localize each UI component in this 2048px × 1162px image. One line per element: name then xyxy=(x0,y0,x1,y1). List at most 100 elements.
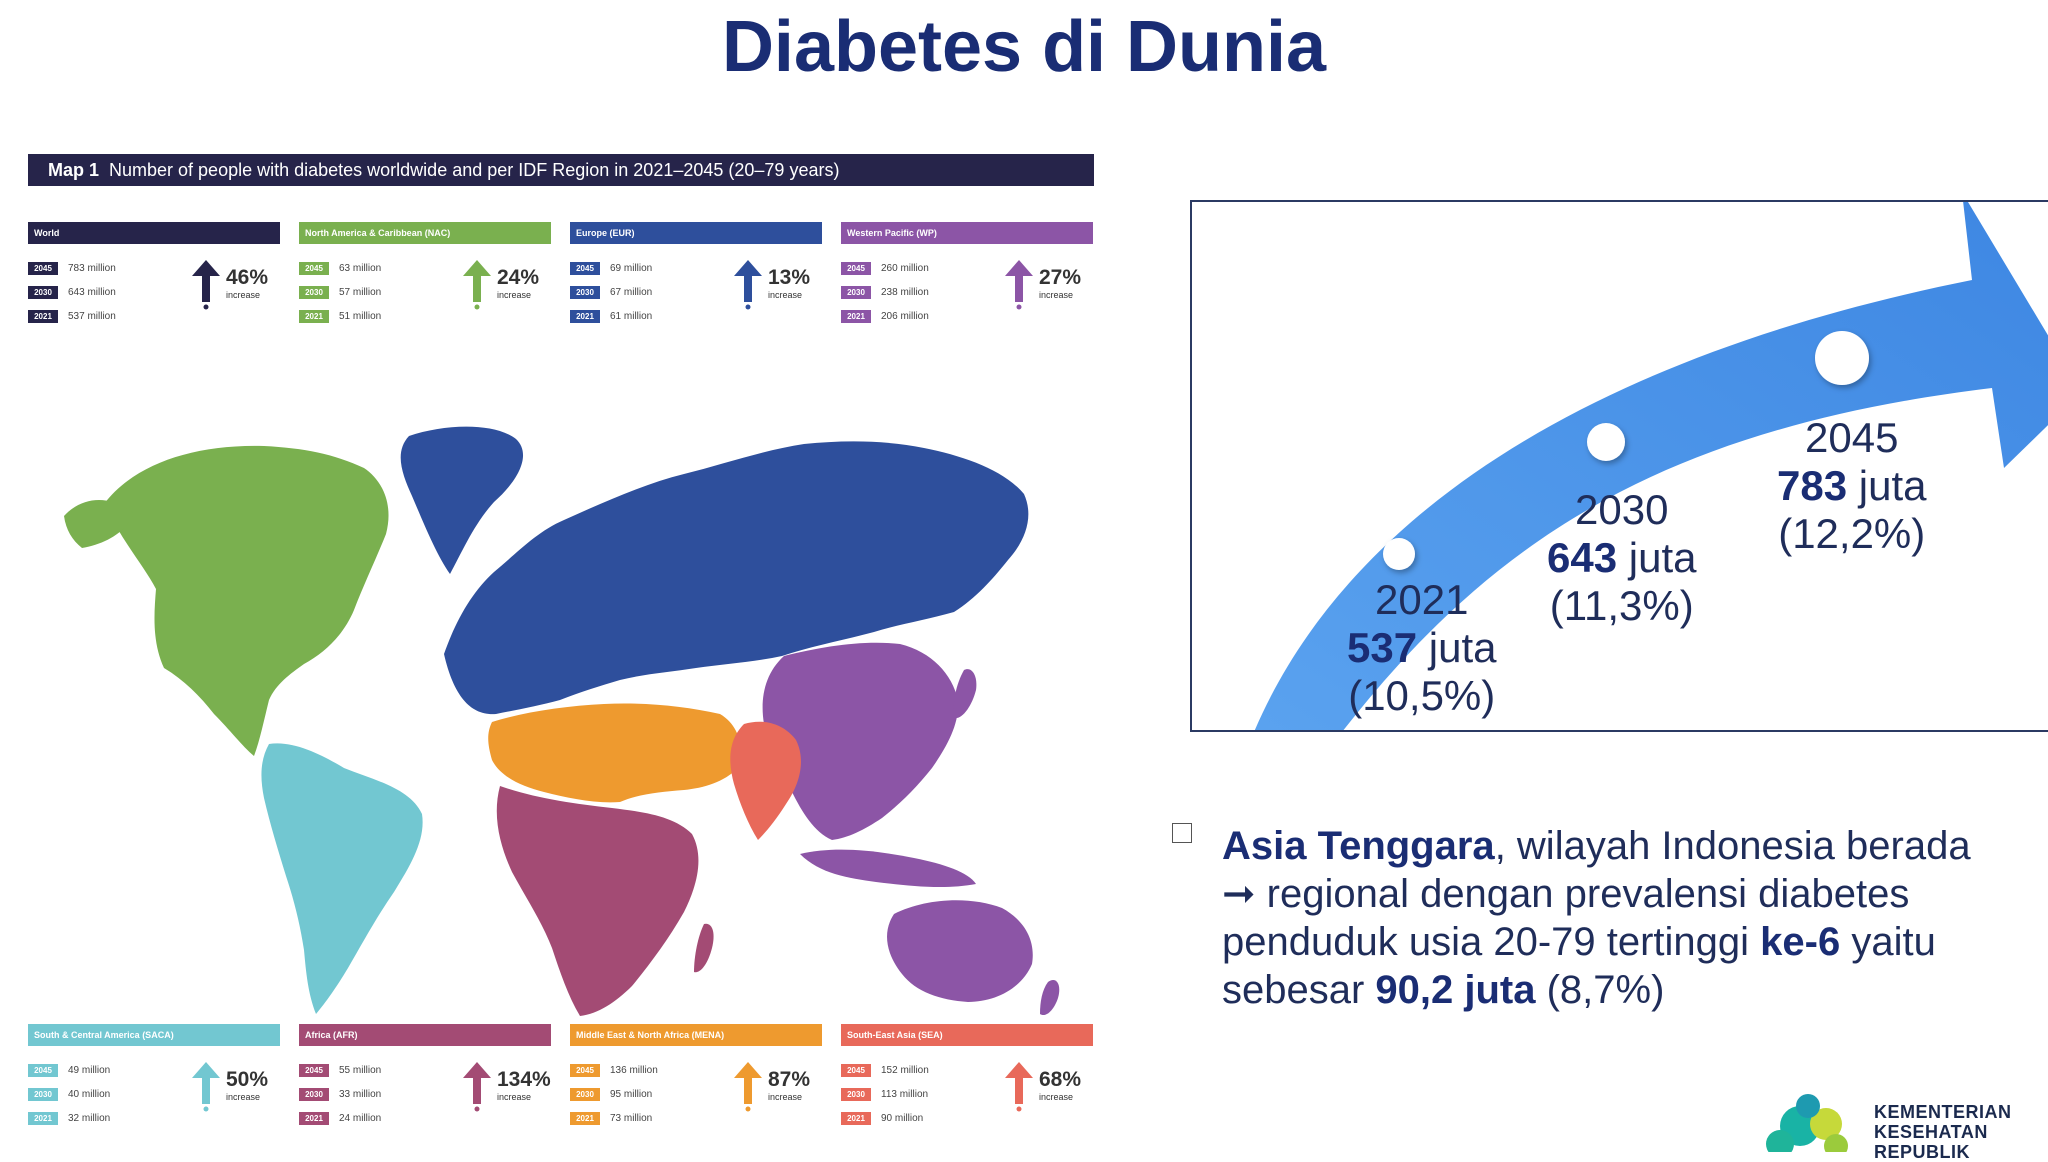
region-year: 2030 xyxy=(299,285,329,299)
region-row: 2030 238 million xyxy=(841,280,981,304)
south-east-asia-shape xyxy=(730,721,801,840)
milestone-dot-2021 xyxy=(1383,538,1415,570)
region-block: South & Central America (SACA) 2045 49 mil… xyxy=(28,1024,280,1134)
growth-arrow-svg xyxy=(1254,202,2048,730)
new-zealand-shape xyxy=(1040,979,1060,1016)
region-year: 2045 xyxy=(299,1063,329,1077)
region-row: 2030 95 million xyxy=(570,1082,710,1106)
region-percent: 50% xyxy=(226,1068,269,1091)
region-value: 90 million xyxy=(881,1112,924,1124)
region-block: South-East Asia (SEA) 2045 152 million 2030… xyxy=(841,1024,1093,1134)
bullet-bold-count: 90,2 juta xyxy=(1375,968,1536,1012)
region-row: 2021 24 million xyxy=(299,1106,439,1130)
idf-map-figure: Map 1 Number of people with diabetes worl… xyxy=(28,154,1094,1152)
region-value: 537 million xyxy=(68,310,116,322)
region-year: 2045 xyxy=(841,1063,871,1077)
region-row: 2045 69 million xyxy=(570,256,710,280)
milestone-2045: 2045 783 juta (12,2%) xyxy=(1777,414,1926,558)
region-row: 2045 55 million xyxy=(299,1058,439,1082)
region-year: 2030 xyxy=(570,1087,600,1101)
region-percent: 134% xyxy=(497,1068,551,1091)
japan-shape xyxy=(953,669,977,719)
region-year: 2021 xyxy=(570,1111,600,1125)
region-value: 57 million xyxy=(339,286,382,298)
milestone-value: 537 xyxy=(1347,624,1418,671)
logo-line1: KEMENTERIAN xyxy=(1874,1102,2012,1122)
logo-line2: KESEHATAN xyxy=(1874,1122,1988,1142)
region-name: Middle East & North Africa (MENA) xyxy=(570,1024,822,1046)
bullet-text-1: , wilayah Indonesia berada xyxy=(1494,824,1971,868)
africa-shape xyxy=(496,786,699,1016)
region-year: 2021 xyxy=(299,1111,329,1125)
region-percent: 24% xyxy=(497,266,540,289)
region-row: 2030 40 million xyxy=(28,1082,168,1106)
region-block: World 2045 783 million 2030 643 million 2021 5… xyxy=(28,222,280,332)
region-year: 2045 xyxy=(28,261,58,275)
region-row: 2030 67 million xyxy=(570,280,710,304)
region-year: 2045 xyxy=(570,1063,600,1077)
region-row: 2045 49 million xyxy=(28,1058,168,1082)
region-row: 2021 61 million xyxy=(570,304,710,328)
region-increase-label: increase xyxy=(1039,290,1074,300)
region-row: 2045 260 million xyxy=(841,256,981,280)
region-increase-label: increase xyxy=(497,290,532,300)
region-year: 2021 xyxy=(841,1111,871,1125)
north-america-shape xyxy=(104,445,389,756)
milestone-pct: (12,2%) xyxy=(1778,510,1926,557)
milestone-value: 783 xyxy=(1777,462,1848,509)
milestone-dot-2030 xyxy=(1587,423,1625,461)
region-row: 2030 57 million xyxy=(299,280,439,304)
region-value: 643 million xyxy=(68,286,116,298)
region-year: 2021 xyxy=(28,309,58,323)
up-arrow-icon xyxy=(734,260,762,310)
region-name: South & Central America (SACA) xyxy=(28,1024,280,1046)
region-percent: 27% xyxy=(1039,266,1082,289)
region-value: 95 million xyxy=(610,1088,653,1100)
region-value: 33 million xyxy=(339,1088,382,1100)
milestone-year: 2045 xyxy=(1805,414,1899,461)
up-arrow-icon xyxy=(1005,260,1033,310)
milestone-pct: (10,5%) xyxy=(1348,672,1496,719)
region-value: 783 million xyxy=(68,262,116,274)
bullet-bold-region: Asia Tenggara xyxy=(1222,824,1495,868)
region-increase-label: increase xyxy=(226,1092,261,1102)
australia-shape xyxy=(887,900,1033,1002)
world-map xyxy=(64,426,1060,1016)
region-name: Western Pacific (WP) xyxy=(841,222,1093,244)
region-row: 2021 51 million xyxy=(299,304,439,328)
south-america-shape xyxy=(261,743,423,1014)
region-value: 63 million xyxy=(339,262,382,274)
milestone-2030: 2030 643 juta (11,3%) xyxy=(1547,486,1696,630)
up-arrow-icon xyxy=(734,1062,762,1112)
bullet-text-3: yaitu sebesar xyxy=(1222,920,1936,1012)
region-increase-label: increase xyxy=(226,290,261,300)
greenland-shape xyxy=(400,426,524,574)
kemenkes-logo: KEMENTERIAN KESEHATAN REPUBLIK xyxy=(1756,1084,2016,1162)
region-percent: 87% xyxy=(768,1068,811,1091)
region-year: 2030 xyxy=(841,285,871,299)
bullet-bold-rank: ke-6 xyxy=(1760,920,1841,964)
region-block: Europe (EUR) 2045 69 million 2030 67 million… xyxy=(570,222,822,332)
region-increase-label: increase xyxy=(768,1092,803,1102)
region-value: 55 million xyxy=(339,1064,382,1076)
region-year: 2030 xyxy=(28,285,58,299)
region-year: 2045 xyxy=(841,261,871,275)
region-value: 152 million xyxy=(881,1064,929,1076)
region-row: 2021 206 million xyxy=(841,304,981,328)
region-year: 2021 xyxy=(841,309,871,323)
region-year: 2045 xyxy=(570,261,600,275)
map-caption: Map 1 Number of people with diabetes worl… xyxy=(28,154,1094,186)
region-value: 69 million xyxy=(610,262,653,274)
region-block: Middle East & North Africa (MENA) 2045 136… xyxy=(570,1024,822,1134)
region-percent: 68% xyxy=(1039,1068,1082,1091)
region-year: 2045 xyxy=(28,1063,58,1077)
milestone-unit: juta xyxy=(1428,624,1497,671)
region-value: 61 million xyxy=(610,310,653,322)
region-value: 24 million xyxy=(339,1112,382,1124)
bullet-square-icon xyxy=(1172,823,1192,843)
region-value: 40 million xyxy=(68,1088,111,1100)
region-name: Europe (EUR) xyxy=(570,222,822,244)
region-row: 2021 32 million xyxy=(28,1106,168,1130)
region-increase-label: increase xyxy=(1039,1092,1074,1102)
region-year: 2045 xyxy=(299,261,329,275)
